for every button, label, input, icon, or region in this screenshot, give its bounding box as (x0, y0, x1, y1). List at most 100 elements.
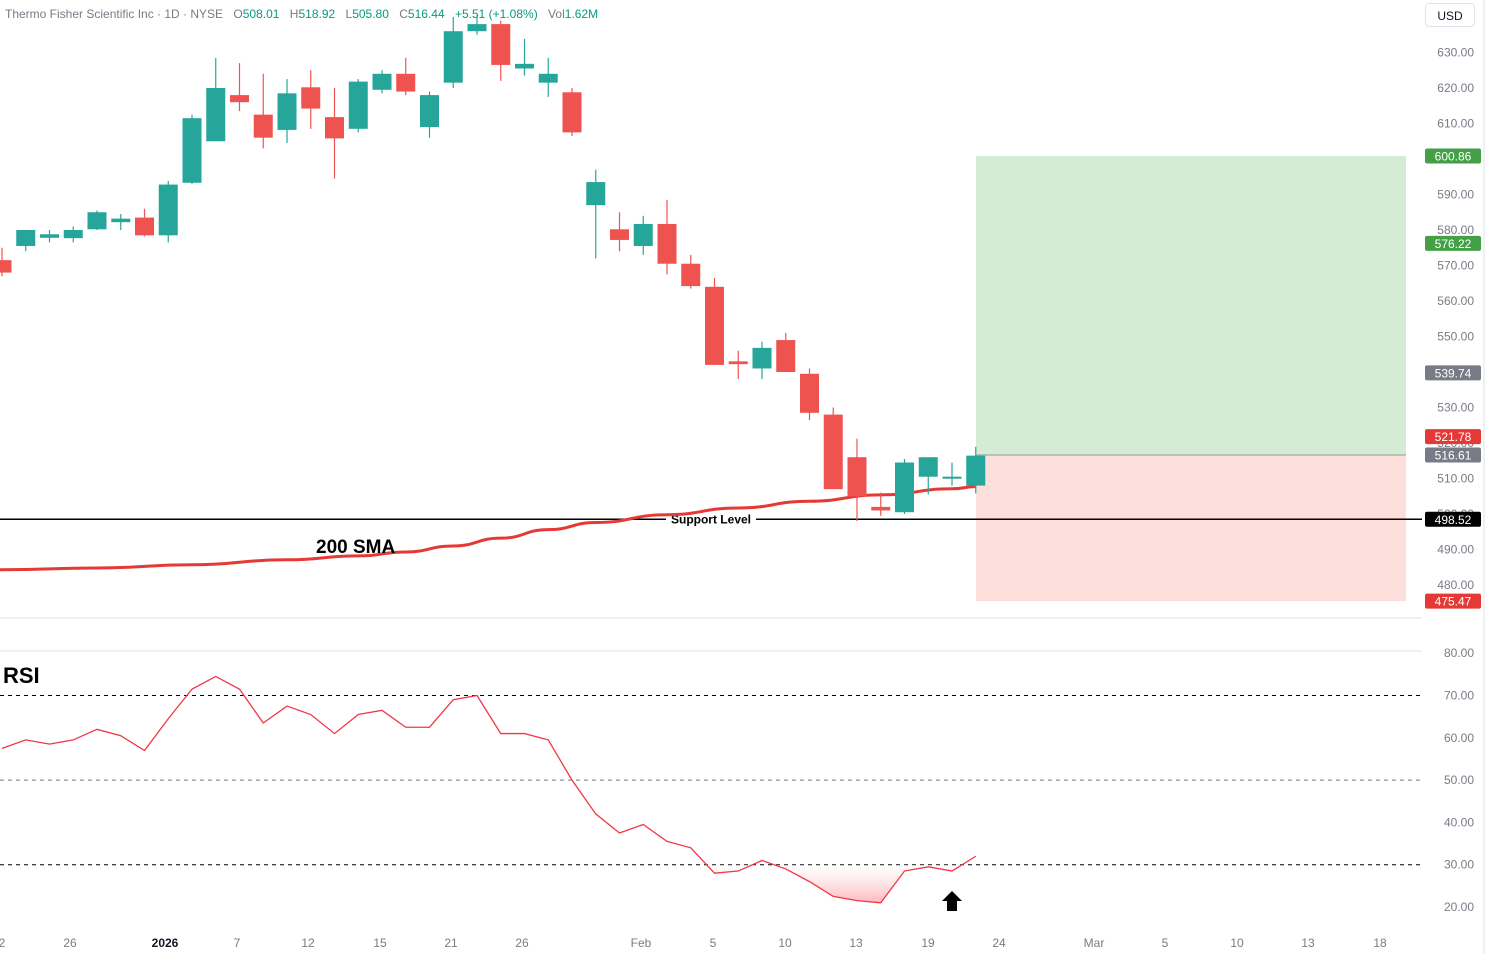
price-tag: 576.22 (1425, 235, 1481, 251)
candle-body (63, 230, 83, 239)
price-tag: 521.78 (1425, 429, 1481, 445)
candle (0, 247, 12, 277)
support-label-bg (666, 512, 756, 527)
x-tick-label: 24 (992, 936, 1006, 950)
legend-low-value: 505.80 (352, 7, 389, 21)
rsi-tick-label: 60.00 (1444, 731, 1474, 745)
candle-body (942, 476, 962, 479)
price-tag: 516.61 (1425, 447, 1481, 463)
price-tag-label: 498.52 (1435, 513, 1472, 527)
price-tick-label: 560.00 (1437, 294, 1474, 308)
currency-button[interactable]: USD (1425, 3, 1475, 27)
legend-close-value: 516.44 (407, 7, 445, 21)
candle (966, 446, 986, 494)
x-tick-label: 10 (778, 936, 792, 950)
candle (918, 457, 938, 495)
candle (348, 79, 368, 133)
candle (420, 91, 439, 138)
candle-body (800, 373, 819, 413)
price-tag-box (1425, 447, 1481, 463)
price-tag-box (1425, 429, 1481, 445)
price-tag-box (1425, 148, 1481, 164)
candle-body (847, 457, 867, 497)
rsi-line (1, 675, 977, 904)
candle (610, 212, 629, 252)
price-tag-box (1425, 365, 1481, 381)
x-tick-label: 13 (849, 936, 863, 950)
candle-body (705, 286, 724, 365)
candle-body (895, 462, 914, 513)
price-tag-label: 521.78 (1435, 430, 1472, 444)
candle (63, 226, 83, 243)
candle-body (681, 263, 701, 287)
candle (657, 199, 677, 275)
legend-open-label: O (233, 7, 243, 21)
rsi-tick-label: 70.00 (1444, 689, 1474, 703)
candle-body (562, 92, 582, 133)
candle-body (372, 73, 392, 90)
candle-body (277, 93, 297, 130)
candle-body (206, 88, 226, 142)
candle (467, 15, 487, 35)
candle-body (396, 73, 416, 92)
price-tick-label: 530.00 (1437, 401, 1474, 415)
x-tick-label: 2026 (152, 936, 179, 950)
candle-body (467, 24, 487, 32)
candle (847, 438, 867, 522)
x-tick-label: 10 (1230, 936, 1244, 950)
x-tick-label: 26 (63, 936, 77, 950)
x-tick-label: 13 (1301, 936, 1315, 950)
candle (586, 169, 606, 259)
price-tag-label: 475.47 (1435, 595, 1472, 609)
candle-body (871, 506, 891, 511)
candle-body (420, 95, 439, 128)
legend-open-value: 508.01 (242, 7, 280, 21)
candle (895, 458, 914, 514)
candle-body (182, 118, 202, 183)
sma-200-line (0, 485, 976, 572)
x-tick-label: 15 (373, 936, 387, 950)
price-tick-label: 480.00 (1437, 578, 1474, 592)
candle-body (0, 260, 12, 273)
x-tick-label: 5 (1162, 936, 1169, 950)
x-tick-label: 18 (1373, 936, 1387, 950)
loss-zone (976, 455, 1406, 602)
candle (182, 114, 202, 184)
price-tick-label: 620.00 (1437, 81, 1474, 95)
price-tag-label: 516.61 (1435, 449, 1472, 463)
candle-body (776, 340, 796, 372)
x-tick-label: 7 (234, 936, 241, 950)
price-tag-label: 576.22 (1435, 237, 1472, 251)
candle (206, 57, 226, 142)
up-arrow-annotation (942, 891, 962, 911)
candle (158, 181, 178, 243)
candle-body (823, 414, 843, 490)
candle-body (40, 234, 59, 238)
candle (135, 208, 154, 237)
price-tick-label: 590.00 (1437, 188, 1474, 202)
candle (111, 214, 131, 230)
x-tick-label: 26 (515, 936, 529, 950)
candle-body (538, 73, 558, 83)
candle (705, 277, 724, 365)
price-tag: 600.86 (1425, 148, 1481, 164)
candle-body (16, 230, 36, 246)
candle-body (633, 223, 653, 246)
price-tag-label: 539.74 (1435, 366, 1472, 380)
profit-zone (976, 155, 1406, 456)
legend-volume-value: 1.62M (564, 7, 599, 21)
candle (277, 79, 297, 144)
price-tick-label: 510.00 (1437, 472, 1474, 486)
candle-body (918, 457, 938, 477)
price-tick-label: 490.00 (1437, 543, 1474, 557)
legend-change: +5.51 (+1.08%) (454, 7, 538, 21)
x-tick-label: 2 (0, 936, 6, 950)
rsi-tick-label: 30.00 (1444, 858, 1474, 872)
x-tick-label: 21 (444, 936, 458, 950)
candle-body (135, 217, 154, 236)
chart-legend: Thermo Fisher Scientific Inc · 1D · NYSE… (5, 7, 605, 21)
candle-body (586, 182, 606, 206)
legend-title: Thermo Fisher Scientific Inc · 1D · NYSE (5, 7, 224, 21)
candle-body (491, 24, 511, 65)
